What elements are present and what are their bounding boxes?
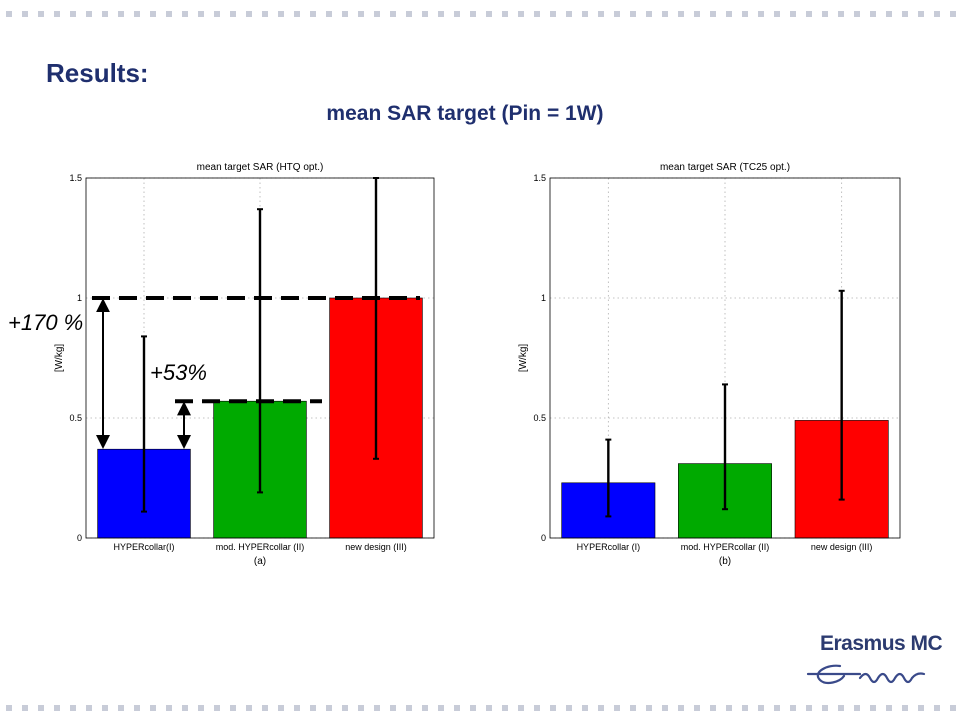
plot-frame: [85, 177, 435, 539]
y-tick-label: 0: [77, 533, 82, 543]
x-tick-label: mod. HYPERcollar (II): [216, 542, 305, 552]
x-axis-label: (b): [719, 556, 731, 567]
y-tick-label: 1: [77, 293, 82, 303]
y-tick-label: 1.5: [533, 173, 546, 183]
x-tick-label: new design (III): [345, 542, 407, 552]
x-tick-label: HYPERcollar(I): [113, 542, 174, 552]
y-axis-label: [W/kg]: [518, 344, 529, 373]
y-tick-label: 1.5: [69, 173, 82, 183]
charts-canvas: 0 0.5 1 1.5 HYPERcollar(I) mod. HYPERcollar (…: [8, 162, 901, 567]
erasmus-mc-logo: Erasmus MC: [800, 624, 950, 694]
x-tick-label: mod. HYPERcollar (II): [681, 542, 770, 552]
plot-frame: [549, 177, 901, 539]
y-axis-label: [W/kg]: [54, 344, 65, 373]
y-tick-label: 0.5: [69, 413, 82, 423]
slide-subtitle: mean SAR target (Pin = 1W): [326, 102, 604, 125]
annotation-label: +170 %: [8, 310, 83, 335]
x-tick-label: HYPERcollar (I): [577, 542, 641, 552]
chart-title: mean target SAR (TC25 opt.): [660, 162, 790, 173]
x-axis-label: (a): [254, 556, 266, 567]
x-tick-label: new design (III): [811, 542, 873, 552]
erasmus-signature-icon: [806, 664, 926, 685]
top-dotted-border: [0, 10, 960, 18]
slide-title: Results:: [46, 58, 149, 88]
bottom-dotted-border: [0, 704, 960, 712]
y-tick-label: 0.5: [533, 413, 546, 423]
logo-text: Erasmus MC: [820, 632, 943, 655]
y-tick-label: 0: [541, 533, 546, 543]
y-tick-label: 1: [541, 293, 546, 303]
chart-title: mean target SAR (HTQ opt.): [197, 162, 324, 173]
annotation-label: +53%: [150, 360, 207, 385]
